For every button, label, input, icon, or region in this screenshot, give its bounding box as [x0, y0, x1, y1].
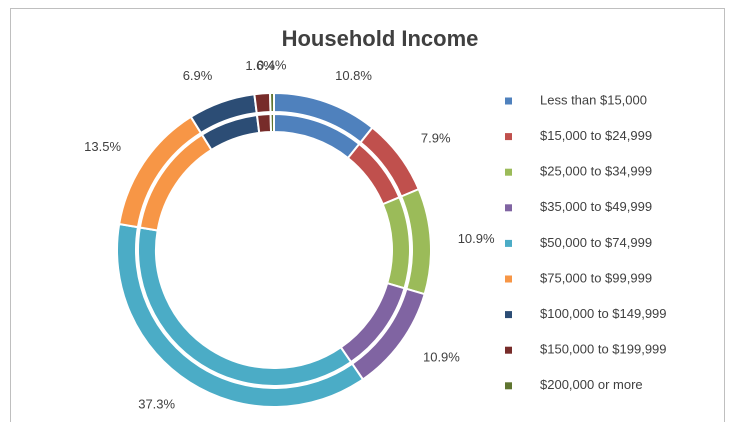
legend-marker — [505, 275, 512, 283]
legend-label: $50,000 to $74,999 — [540, 235, 652, 250]
legend-label: Less than $15,000 — [540, 92, 647, 107]
legend-marker — [505, 239, 512, 247]
data-label: 0.4% — [257, 57, 287, 72]
legend-label: $150,000 to $199,999 — [540, 342, 667, 357]
legend-label: $200,000 or more — [540, 377, 643, 392]
data-label: 7.9% — [421, 131, 451, 146]
legend-label: $35,000 to $49,999 — [540, 199, 652, 214]
data-label: 13.5% — [84, 139, 121, 154]
doughnut-slice — [269, 91, 275, 114]
doughnut-slice — [255, 113, 273, 135]
legend-marker — [505, 204, 512, 212]
data-label: 10.8% — [335, 68, 372, 83]
legend-label: $100,000 to $149,999 — [540, 306, 667, 321]
legend-marker — [505, 382, 512, 390]
data-label: 10.9% — [458, 231, 495, 246]
legend-marker — [505, 346, 512, 354]
doughnut-slice — [253, 92, 272, 115]
data-label: 37.3% — [138, 397, 175, 412]
legend-label: $75,000 to $99,999 — [540, 270, 652, 285]
doughnut-slice — [269, 112, 275, 134]
chart-title: Household Income — [282, 26, 479, 51]
legend-marker — [505, 97, 512, 105]
legend-label: $25,000 to $34,999 — [540, 164, 652, 179]
data-label: 10.9% — [423, 349, 460, 364]
legend-marker — [505, 311, 512, 319]
legend-label: $15,000 to $24,999 — [540, 128, 652, 143]
legend-marker — [505, 168, 512, 176]
data-label: 1.6% — [245, 58, 275, 73]
legend-marker — [505, 133, 512, 141]
data-label: 6.9% — [183, 68, 213, 83]
